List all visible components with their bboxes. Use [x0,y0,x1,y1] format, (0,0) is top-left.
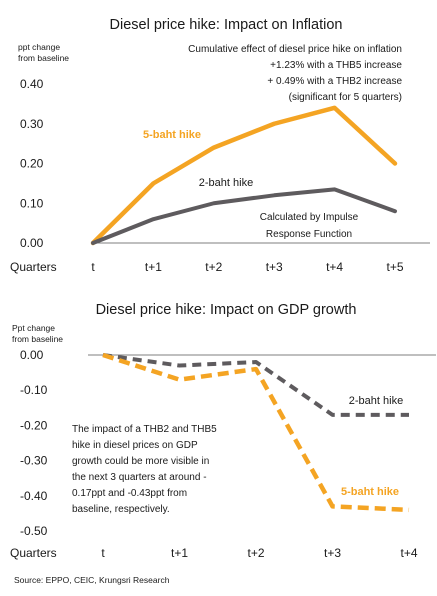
inflation-note-line-2: +1.23% with a THB5 increase [270,60,402,71]
gdp-note-line-3: growth could be more visible in [72,456,209,467]
inflation-method-line-2: Response Function [266,229,352,240]
inflation-y-tick-label: 0.30 [20,117,44,131]
inflation-x-tick-label: t+1 [145,260,162,274]
gdp-note-line-2: hike in diesel prices on GDP [72,440,198,451]
gdp-y-tick-label: -0.50 [20,524,48,538]
gdp-y-unit-line-1: Ppt change [12,323,55,333]
gdp-y-tick-label: -0.10 [20,383,48,397]
gdp-series-2-baht-line [102,353,409,417]
gdp-series-5-baht-label: 5-baht hike [341,486,399,498]
gdp-chart: Diesel price hike: Impact on GDP growth … [10,302,436,560]
gdp-y-ticks: 0.00 -0.10 -0.20 -0.30 -0.40 -0.50 [20,348,48,538]
gdp-x-ticks: t t+1 t+2 t+3 t+4 [101,546,418,560]
inflation-chart: Diesel price hike: Impact on Inflation p… [10,17,430,274]
gdp-note-line-4: the next 3 quarters at around - [72,472,207,483]
inflation-note-line-1: Cumulative effect of diesel price hike o… [188,44,402,55]
inflation-y-unit-line-2: from baseline [18,53,69,63]
gdp-x-axis-label: Quarters [10,546,57,560]
inflation-x-tick-label: t+5 [386,260,403,274]
inflation-y-unit-line-1: ppt change [18,42,60,52]
inflation-note: Cumulative effect of diesel price hike o… [188,44,402,103]
inflation-chart-title: Diesel price hike: Impact on Inflation [110,17,343,33]
gdp-x-tick-label: t+3 [324,546,341,560]
gdp-y-tick-label: -0.30 [20,454,48,468]
inflation-y-tick-label: 0.10 [20,196,44,210]
gdp-y-unit-line-2: from baseline [12,334,63,344]
inflation-note-line-3: + 0.49% with a THB2 increase [267,76,402,87]
inflation-y-tick-label: 0.20 [20,157,44,171]
inflation-series-5-baht-line [90,105,398,246]
inflation-x-tick-label: t+2 [205,260,222,274]
inflation-x-tick-label: t+4 [326,260,343,274]
inflation-method-note: Calculated by Impulse Response Function [260,212,359,240]
gdp-y-tick-label: -0.20 [20,418,48,432]
inflation-y-ticks: 0.00 0.10 0.20 0.30 0.40 [20,77,44,250]
inflation-note-line-4: (significant for 5 quarters) [289,92,402,103]
gdp-note-line-5: 0.17ppt and -0.43ppt from [72,488,187,499]
gdp-note: The impact of a THB2 and THB5 hike in di… [72,424,217,515]
inflation-x-tick-label: t+3 [266,260,283,274]
inflation-y-tick-label: 0.40 [20,77,44,91]
inflation-series-2-baht-label: 2-baht hike [199,177,253,189]
gdp-note-line-1: The impact of a THB2 and THB5 [72,424,217,435]
inflation-method-line-1: Calculated by Impulse [260,212,359,223]
gdp-note-line-6: baseline, respectively. [72,504,170,515]
gdp-x-tick-label: t [101,546,105,560]
inflation-y-tick-label: 0.00 [20,236,44,250]
inflation-series-2-baht-line [91,187,397,245]
gdp-series-2-baht-label: 2-baht hike [349,395,403,407]
gdp-x-tick-label: t+4 [400,546,417,560]
inflation-x-ticks: t t+1 t+2 t+3 t+4 t+5 [91,260,404,274]
inflation-x-axis-label: Quarters [10,260,57,274]
gdp-x-tick-label: t+2 [247,546,264,560]
gdp-x-tick-label: t+1 [171,546,188,560]
gdp-y-tick-label: 0.00 [20,348,44,362]
inflation-x-tick-label: t [91,260,95,274]
gdp-series-5-baht-line [102,352,410,513]
source-note: Source: EPPO, CEIC, Krungsri Research [14,575,170,585]
gdp-y-tick-label: -0.40 [20,489,48,503]
gdp-chart-title: Diesel price hike: Impact on GDP growth [96,302,357,318]
inflation-series-5-baht-label: 5-baht hike [143,129,201,141]
